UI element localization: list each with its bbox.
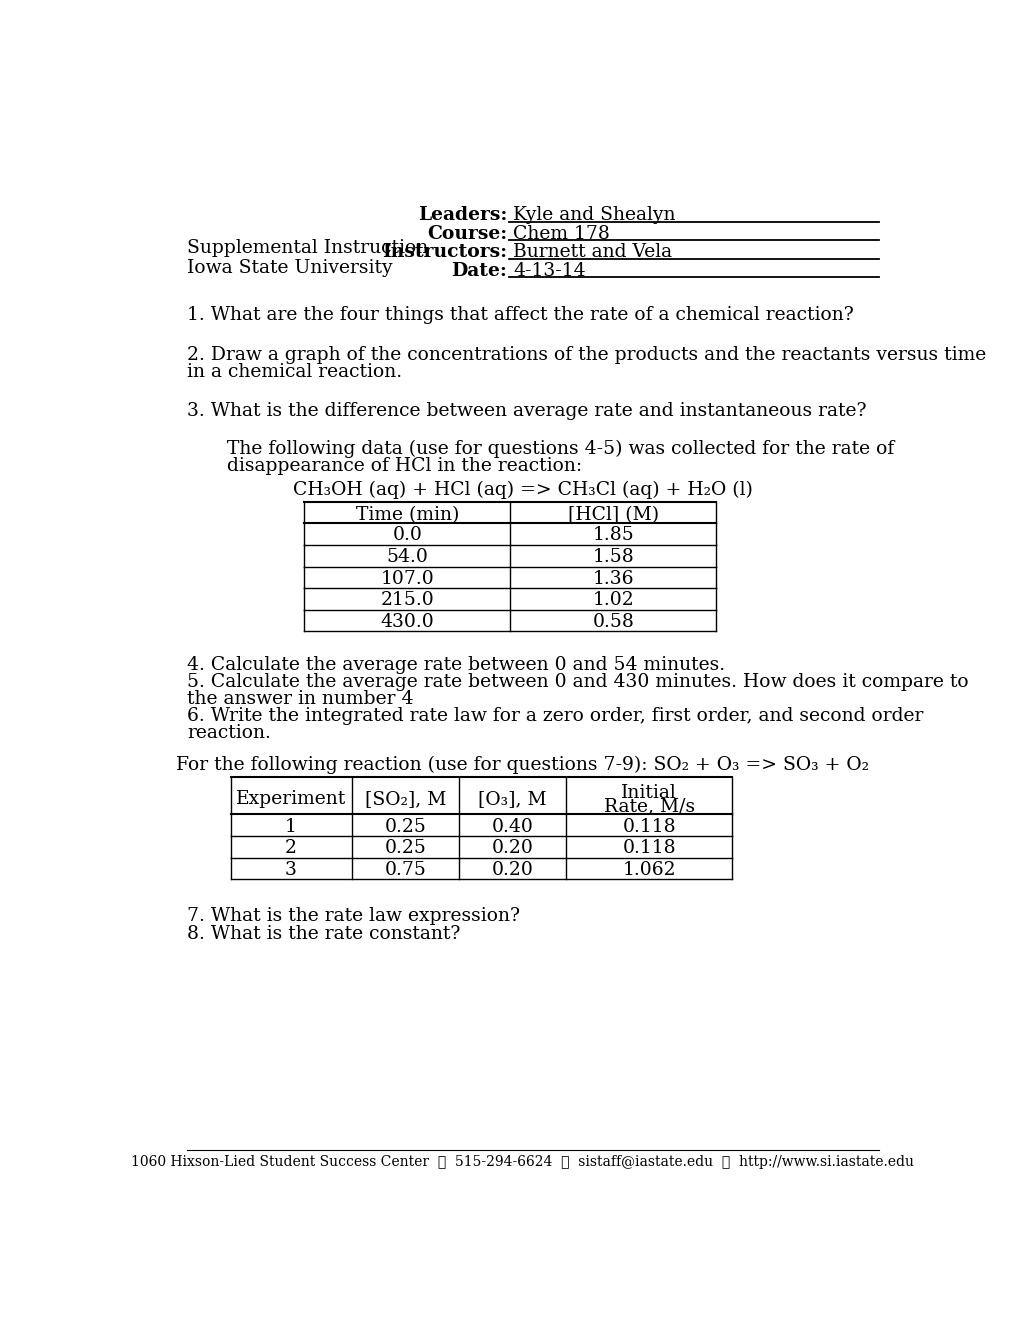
Text: 1.58: 1.58: [592, 548, 634, 566]
Text: Initial: Initial: [621, 784, 677, 801]
Text: 0.118: 0.118: [622, 817, 676, 836]
Text: 1.85: 1.85: [592, 527, 634, 544]
Text: 0.118: 0.118: [622, 840, 676, 857]
Text: 0.40: 0.40: [491, 817, 533, 836]
Text: Instructors:: Instructors:: [382, 243, 506, 261]
Text: 1: 1: [284, 817, 297, 836]
Text: 4-13-14: 4-13-14: [513, 261, 586, 280]
Text: the answer in number 4: the answer in number 4: [187, 689, 414, 708]
Text: 0.58: 0.58: [592, 612, 634, 631]
Text: Supplemental Instruction: Supplemental Instruction: [187, 239, 428, 257]
Text: Experiment: Experiment: [235, 789, 345, 808]
Text: The following data (use for questions 4-5) was collected for the rate of: The following data (use for questions 4-…: [226, 441, 893, 458]
Text: Iowa State University: Iowa State University: [187, 259, 392, 276]
Text: 2: 2: [284, 840, 297, 857]
Text: Date:: Date:: [451, 261, 506, 280]
Text: 215.0: 215.0: [380, 591, 434, 609]
Text: 0.20: 0.20: [491, 861, 533, 879]
Text: 0.75: 0.75: [384, 861, 426, 879]
Text: 1.36: 1.36: [592, 570, 634, 587]
Text: 430.0: 430.0: [380, 612, 434, 631]
Text: 0.0: 0.0: [392, 527, 422, 544]
Text: 3. What is the difference between average rate and instantaneous rate?: 3. What is the difference between averag…: [187, 401, 866, 420]
Text: Leaders:: Leaders:: [418, 206, 506, 224]
Text: disappearance of HCl in the reaction:: disappearance of HCl in the reaction:: [226, 457, 581, 475]
Text: 2. Draw a graph of the concentrations of the products and the reactants versus t: 2. Draw a graph of the concentrations of…: [187, 346, 985, 364]
Text: CH₃OH (aq) + HCl (aq) => CH₃Cl (aq) + H₂O (l): CH₃OH (aq) + HCl (aq) => CH₃Cl (aq) + H₂…: [292, 480, 752, 499]
Text: Course:: Course:: [427, 224, 506, 243]
Text: Chem 178: Chem 178: [513, 224, 609, 243]
Text: Rate, M/s: Rate, M/s: [603, 797, 694, 816]
Text: 107.0: 107.0: [380, 570, 434, 587]
Text: in a chemical reaction.: in a chemical reaction.: [187, 363, 401, 381]
Text: 6. Write the integrated rate law for a zero order, first order, and second order: 6. Write the integrated rate law for a z…: [187, 706, 922, 725]
Text: 1.02: 1.02: [592, 591, 634, 609]
Text: [HCl] (M): [HCl] (M): [568, 506, 658, 524]
Text: reaction.: reaction.: [187, 723, 271, 742]
Text: 0.20: 0.20: [491, 840, 533, 857]
Text: Time (min): Time (min): [356, 506, 459, 524]
Text: 7. What is the rate law expression?: 7. What is the rate law expression?: [187, 907, 520, 925]
Text: 5. Calculate the average rate between 0 and 430 minutes. How does it compare to: 5. Calculate the average rate between 0 …: [187, 673, 968, 690]
Text: For the following reaction (use for questions 7-9): SO₂ + O₃ => SO₃ + O₂: For the following reaction (use for ques…: [176, 756, 868, 774]
Text: Kyle and Shealyn: Kyle and Shealyn: [513, 206, 676, 224]
Text: 4. Calculate the average rate between 0 and 54 minutes.: 4. Calculate the average rate between 0 …: [187, 656, 725, 673]
Text: 54.0: 54.0: [386, 548, 428, 566]
Text: 0.25: 0.25: [384, 840, 426, 857]
Text: 1060 Hixson-Lied Student Success Center  ❖  515-294-6624  ❖  sistaff@iastate.edu: 1060 Hixson-Lied Student Success Center …: [131, 1155, 913, 1168]
Text: 3: 3: [284, 861, 297, 879]
Text: 8. What is the rate constant?: 8. What is the rate constant?: [187, 925, 461, 944]
Text: [O₃], M: [O₃], M: [478, 789, 546, 808]
Text: [SO₂], M: [SO₂], M: [365, 789, 446, 808]
Text: 1. What are the four things that affect the rate of a chemical reaction?: 1. What are the four things that affect …: [187, 306, 853, 325]
Text: 0.25: 0.25: [384, 817, 426, 836]
Text: 1.062: 1.062: [622, 861, 676, 879]
Text: Burnett and Vela: Burnett and Vela: [513, 243, 672, 261]
